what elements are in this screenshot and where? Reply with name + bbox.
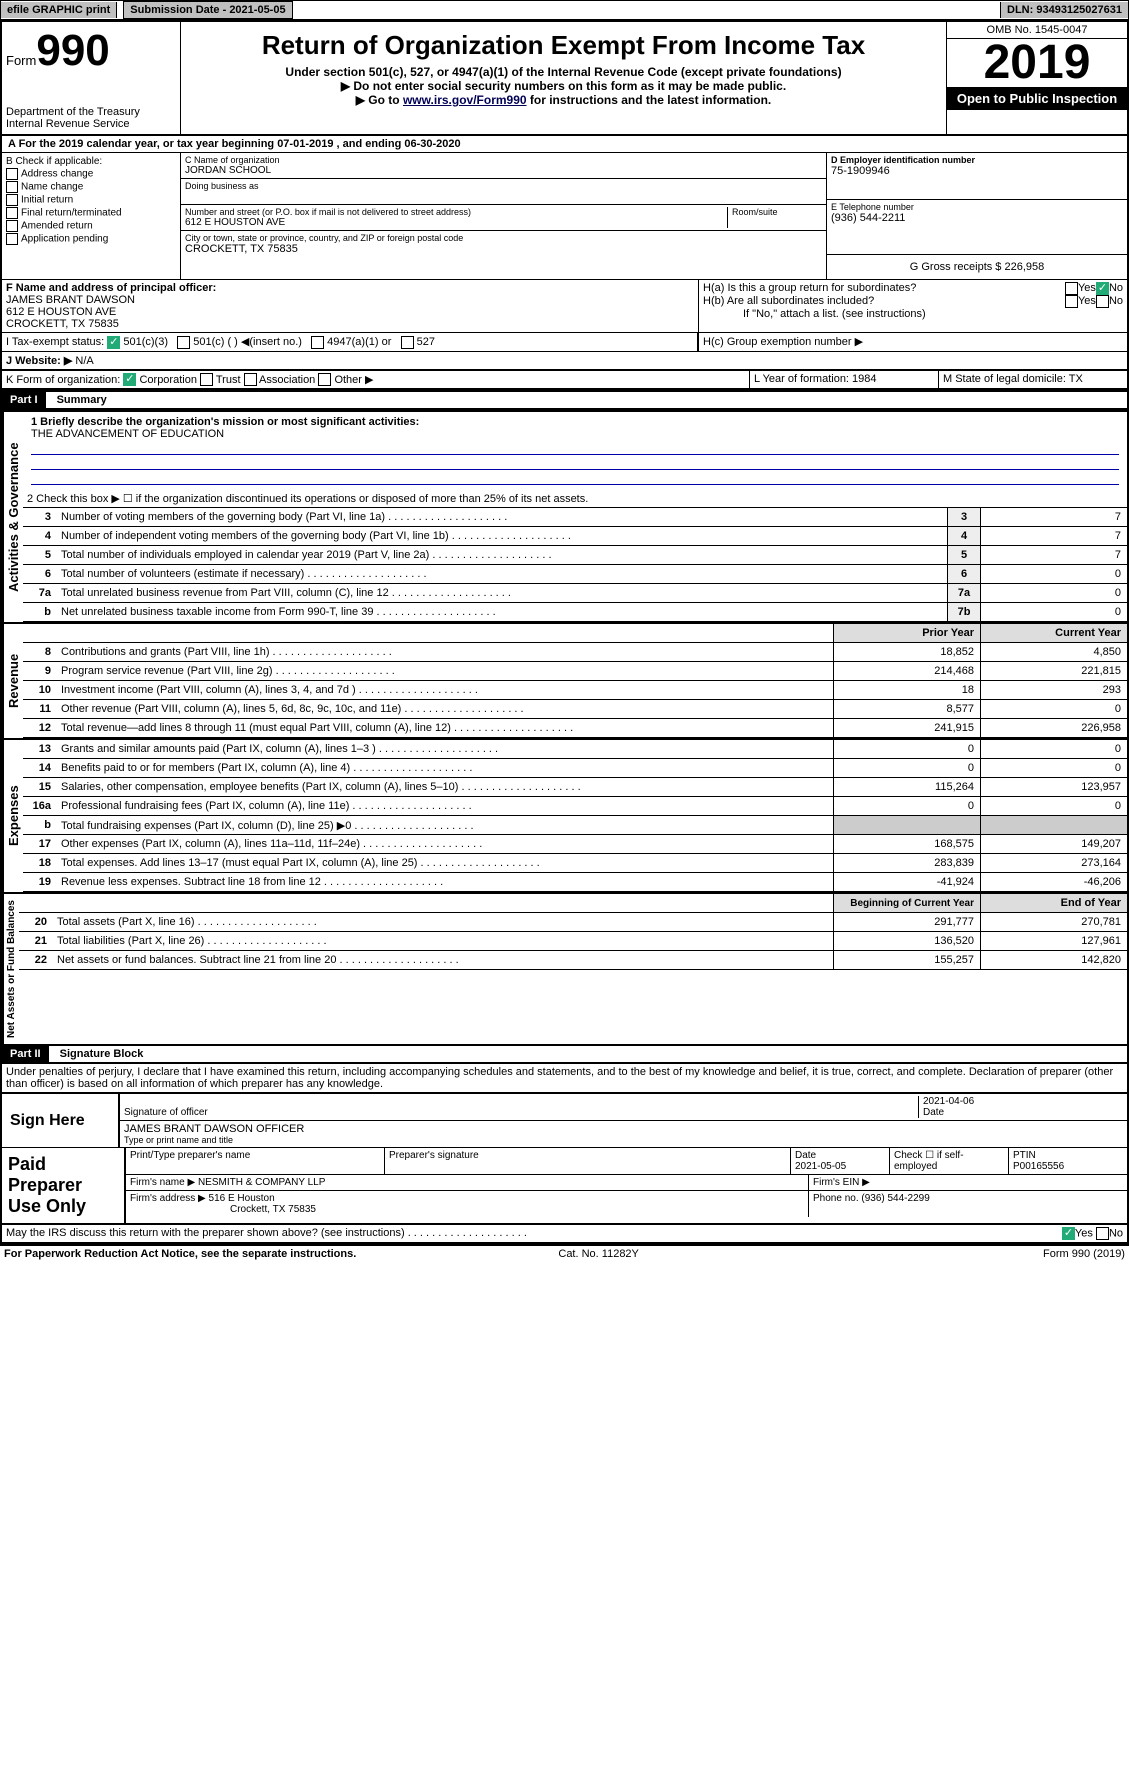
- form-word: Form: [6, 53, 36, 68]
- irs-link[interactable]: www.irs.gov/Form990: [403, 93, 527, 107]
- preparer-phone: Phone no. (936) 544-2299: [809, 1191, 1127, 1217]
- form-number: 990: [36, 26, 109, 75]
- submission-date: Submission Date - 2021-05-05: [123, 1, 292, 19]
- dept-treasury: Department of the Treasury: [6, 106, 176, 118]
- part-ii-header: Part II: [2, 1046, 49, 1062]
- principal-officer: F Name and address of principal officer:…: [2, 280, 698, 332]
- part-i-header: Part I: [2, 392, 46, 408]
- sign-here-label: Sign Here: [2, 1094, 120, 1147]
- net-assets-label: Net Assets or Fund Balances: [2, 894, 19, 1044]
- expenses-label: Expenses: [2, 740, 23, 892]
- state-domicile: M State of legal domicile: TX: [939, 371, 1127, 389]
- revenue-label: Revenue: [2, 624, 23, 738]
- org-address: 612 E HOUSTON AVE: [185, 217, 727, 228]
- ptin: P00165556: [1013, 1161, 1064, 1172]
- officer-name: JAMES BRANT DAWSON OFFICER: [124, 1123, 1123, 1135]
- year-formation: L Year of formation: 1984: [750, 371, 939, 389]
- mission: THE ADVANCEMENT OF EDUCATION: [31, 428, 1119, 440]
- top-bar: efile GRAPHIC print Submission Date - 20…: [0, 0, 1129, 20]
- tax-year: 2019: [947, 39, 1127, 87]
- website: N/A: [75, 355, 93, 367]
- firm-name: NESMITH & COMPANY LLP: [198, 1177, 325, 1188]
- org-city: CROCKETT, TX 75835: [185, 243, 822, 255]
- activities-governance-label: Activities & Governance: [2, 412, 23, 622]
- phone: (936) 544-2211: [831, 212, 1123, 224]
- form-header: Form990 Department of the Treasury Inter…: [0, 20, 1129, 136]
- efile-label: efile GRAPHIC print: [1, 2, 117, 18]
- form-footer: Form 990 (2019): [1043, 1248, 1125, 1260]
- form-title: Return of Organization Exempt From Incom…: [185, 30, 942, 61]
- instructions-link-row: ▶ Go to www.irs.gov/Form990 for instruct…: [185, 93, 942, 107]
- form-subtitle: Under section 501(c), 527, or 4947(a)(1)…: [185, 65, 942, 79]
- pra-notice: For Paperwork Reduction Act Notice, see …: [4, 1248, 356, 1260]
- section-h: H(a) Is this a group return for subordin…: [698, 280, 1127, 332]
- ein: 75-1909946: [831, 165, 1123, 177]
- org-name: JORDAN SCHOOL: [185, 165, 822, 176]
- paid-preparer-label: Paid Preparer Use Only: [2, 1148, 126, 1223]
- section-b: B Check if applicable: Address change Na…: [2, 153, 181, 279]
- dln: DLN: 93493125027631: [1000, 2, 1128, 18]
- tax-year-range: A For the 2019 calendar year, or tax yea…: [2, 136, 467, 152]
- perjury-statement: Under penalties of perjury, I declare th…: [0, 1064, 1129, 1092]
- cat-no: Cat. No. 11282Y: [558, 1248, 639, 1260]
- ssn-warning: ▶ Do not enter social security numbers o…: [185, 79, 942, 93]
- irs-label: Internal Revenue Service: [6, 118, 176, 130]
- gross-receipts: G Gross receipts $ 226,958: [910, 261, 1045, 273]
- open-to-public: Open to Public Inspection: [947, 87, 1127, 110]
